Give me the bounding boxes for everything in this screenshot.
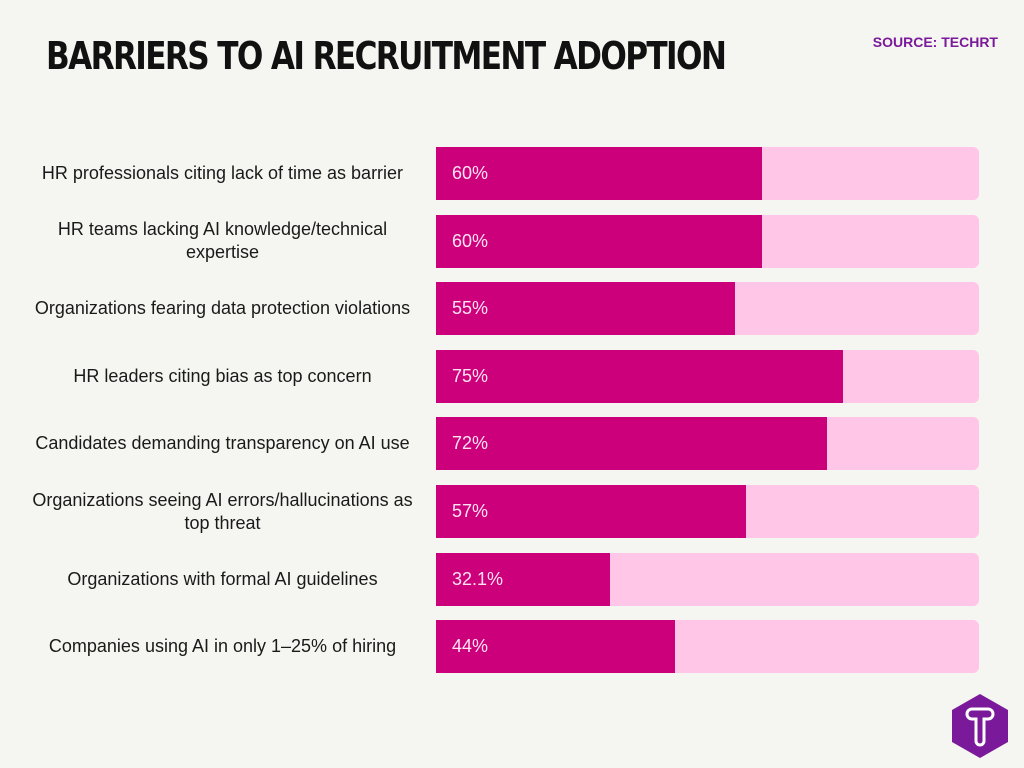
bar-track: 75%	[436, 349, 979, 403]
bar	[436, 214, 762, 268]
data-label: 72%	[452, 433, 489, 454]
bar-track: 55%	[436, 282, 979, 336]
data-label: 60%	[452, 230, 489, 251]
category-label: Organizations with formal AI guidelines	[67, 568, 378, 589]
category-label: HR leaders citing bias as top concern	[73, 365, 372, 386]
bar-row: HR teams lacking AI knowledge/technical …	[0, 214, 1024, 268]
category-label: Companies using AI in only 1–25% of hiri…	[48, 636, 397, 657]
bar-row: Organizations seeing AI errors/hallucina…	[0, 485, 1024, 538]
bar-row: Organizations fearing data protection vi…	[0, 282, 1024, 336]
bar-row: Candidates demanding transparency on AI …	[0, 417, 1024, 471]
techrt-logo-icon	[952, 694, 1008, 758]
bar-track: 72%	[436, 417, 979, 471]
chart-title: BARRIERS TO AI RECRUITMENT ADOPTION	[46, 34, 727, 78]
source-label: SOURCE: TECHRT	[872, 34, 998, 50]
data-label: 55%	[452, 298, 489, 319]
bar-row: HR leaders citing bias as top concern 75%	[0, 349, 1024, 403]
bar	[436, 485, 746, 538]
bar	[436, 282, 735, 336]
category-label: HR professionals citing lack of time as …	[41, 163, 404, 183]
bar-track: 32.1%	[436, 552, 979, 606]
category-label: Organizations fearing data protection vi…	[34, 298, 411, 319]
data-label: 57%	[452, 501, 489, 521]
bar	[436, 417, 827, 471]
bar-track: 60%	[436, 214, 979, 268]
bar-track: 60%	[436, 147, 979, 200]
bar	[436, 147, 762, 200]
category-label: Organizations seeing AI errors/hallucina…	[32, 489, 413, 533]
bar	[436, 552, 611, 606]
data-label: 60%	[452, 163, 489, 183]
bar-track: 57%	[436, 485, 979, 538]
bar-track: 44%	[436, 620, 979, 674]
bar-row: HR professionals citing lack of time as …	[0, 147, 1024, 200]
bar	[436, 349, 844, 403]
data-label: 44%	[452, 636, 489, 657]
category-label: HR teams lacking AI knowledge/technical …	[57, 219, 388, 263]
data-label: 32.1%	[452, 568, 504, 589]
category-label: Candidates demanding transparency on AI …	[35, 433, 410, 454]
bar-row: Companies using AI in only 1–25% of hiri…	[0, 620, 1024, 674]
bar	[436, 620, 675, 674]
data-label: 75%	[452, 365, 489, 386]
bar-row: Organizations with formal AI guidelines 3…	[0, 552, 1024, 606]
